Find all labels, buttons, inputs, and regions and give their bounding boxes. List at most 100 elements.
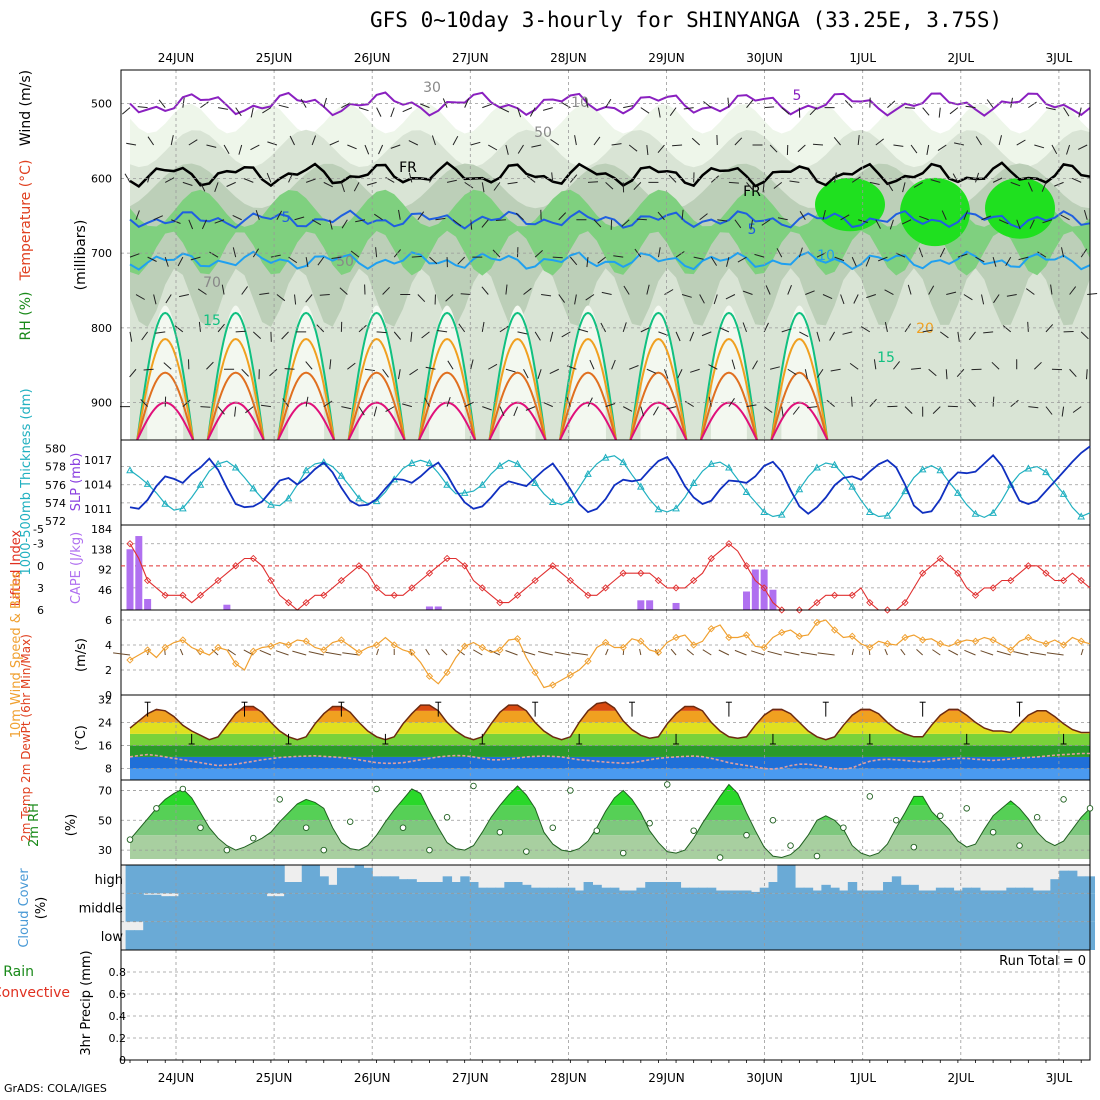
cloud-bar [874, 890, 884, 894]
lifted-ytick: -5 [33, 523, 44, 536]
upper-wind-barb [281, 331, 289, 340]
upper-wind-barb [675, 331, 681, 342]
upper-wind-barb [726, 257, 730, 267]
lifted-index-marker [848, 591, 856, 599]
cloud-bar [883, 882, 893, 894]
upper-wind-barb [701, 331, 712, 337]
lifted-index-marker [390, 591, 398, 599]
cloud-bar [680, 887, 690, 894]
upper-wind-barb [446, 179, 457, 183]
cloud-bar [847, 882, 858, 894]
cloud-bar [971, 887, 981, 894]
thickness-marker [478, 480, 487, 488]
upper-wind-barb [752, 360, 758, 370]
chart-title: GFS 0~10day 3-hourly for SHINYANGA (33.2… [370, 8, 1003, 32]
isotherm-25 [770, 371, 829, 441]
cloud-bar [134, 930, 144, 950]
lifted-index-marker [372, 584, 381, 592]
slp-ytick: 1017 [84, 454, 112, 467]
cloud-bar [654, 882, 664, 894]
rh-marker [1016, 842, 1023, 849]
thickness-marker [707, 459, 716, 467]
thickness-ytick: 578 [45, 461, 66, 474]
upper-wind-barb [378, 144, 384, 155]
cloud-bar [345, 921, 356, 950]
upper-wind-barb [558, 212, 567, 221]
cloud-bar [389, 876, 400, 894]
upper-wind-barb [452, 219, 462, 227]
rh-marker [593, 827, 601, 834]
cloud-bar [803, 921, 814, 950]
cloud-level-label: high [95, 873, 123, 888]
upper-wind-barb [182, 181, 193, 186]
lifted-index-marker [1059, 576, 1068, 585]
cloud-bar [310, 865, 320, 894]
upper-wind-barb [981, 294, 985, 305]
upper-wind-barb [849, 362, 859, 370]
upper-wind-barb [809, 107, 818, 116]
upper-wind-barb [1034, 361, 1042, 370]
cloud-bar [768, 882, 778, 894]
rh-ytick: 50 [98, 814, 112, 827]
upper-wind-barb [601, 291, 612, 295]
thickness-marker [601, 453, 610, 461]
upper-wind-barb [331, 256, 342, 259]
rh-marker [197, 824, 204, 831]
cloud-bar [865, 893, 875, 922]
cloud-bar [275, 896, 285, 922]
upper-wind-barb [341, 406, 352, 410]
upper-wind-barb [640, 406, 645, 417]
lifted-index-marker [866, 598, 874, 607]
upper-wind-barb [266, 172, 272, 183]
cloud-bar [1076, 921, 1087, 950]
upper-wind-barb [214, 182, 219, 192]
cloud-bar [407, 921, 417, 950]
cloud-bar [486, 893, 497, 922]
upper-wind-barb [851, 256, 857, 267]
upper-wind-barb [833, 136, 841, 146]
cloud-bar [548, 921, 558, 950]
upper-wind-barb [558, 294, 566, 303]
cape-bar [126, 549, 134, 610]
upper-wind-barb [470, 219, 473, 230]
cloud-bar [442, 921, 453, 950]
upper-wind-barb [937, 144, 947, 152]
rh-marker [496, 828, 504, 836]
upper-wind-barb [235, 330, 246, 333]
upper-wind-barb [198, 321, 201, 332]
upper-wind-barb [1063, 107, 1070, 117]
cloud-bar [372, 876, 382, 894]
cloud-bar [1032, 893, 1043, 922]
isotherm-30 [347, 401, 406, 441]
cloud-bar [231, 921, 241, 950]
surface-wind-barb [718, 649, 730, 656]
cloud-bar [134, 893, 144, 922]
upper-wind-barb [991, 361, 1000, 370]
cloud-bar [733, 890, 743, 894]
upper-wind-barb [926, 144, 930, 155]
wind-speed-marker [707, 625, 715, 633]
upper-wind-barb [734, 137, 743, 146]
upper-wind-barb [657, 247, 661, 258]
profile-ylabel-part: RH (%) [18, 292, 34, 341]
wind-speed-marker [654, 648, 663, 657]
surface-wind-barb [457, 649, 465, 656]
cloud-bar [1015, 893, 1025, 922]
cloud-bar [786, 865, 796, 894]
upper-wind-barb [217, 406, 225, 415]
day-label-bottom: 25JUN [256, 1071, 293, 1085]
profile-ytick: 700 [91, 247, 112, 260]
cloud-bar [389, 893, 400, 922]
upper-wind-barb [664, 289, 674, 295]
cloud-bar [345, 893, 356, 922]
upper-wind-barb [1016, 139, 1026, 146]
cloud-bar [856, 893, 867, 922]
upper-wind-barb [137, 106, 148, 109]
upper-wind-barb [761, 219, 771, 226]
cloud-bar [874, 893, 884, 922]
isotherm-15 [699, 311, 758, 441]
upper-wind-barb [217, 107, 228, 110]
wind-speed-marker [531, 668, 539, 677]
cape-bar [135, 536, 143, 610]
upper-wind-barb [605, 182, 614, 190]
